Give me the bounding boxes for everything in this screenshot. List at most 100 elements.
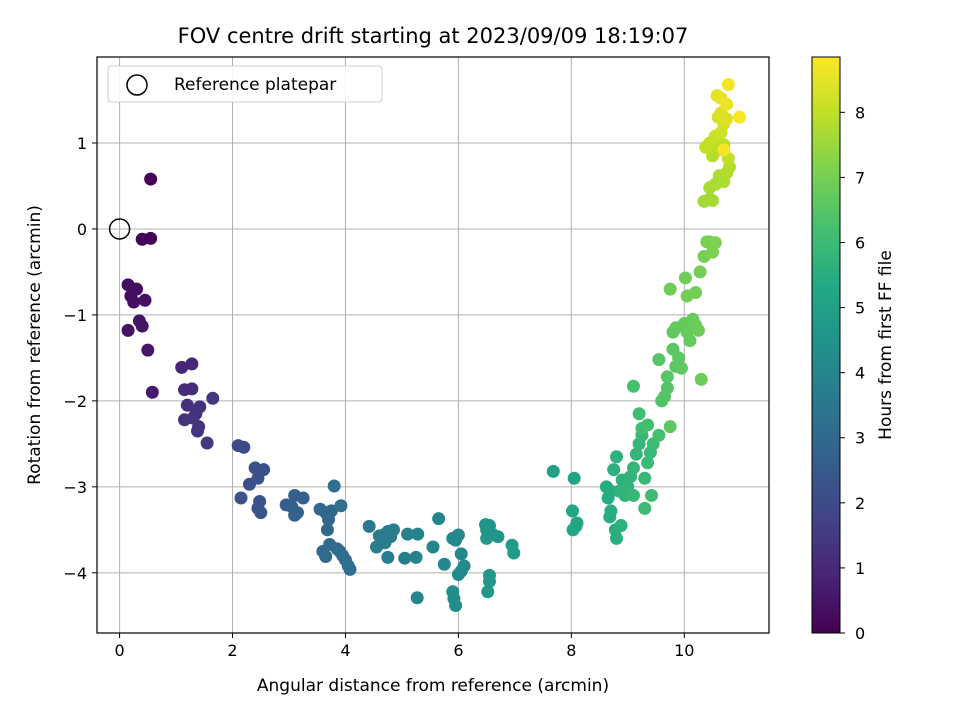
colorbar-tick-label: 4: [855, 364, 865, 383]
data-point: [327, 479, 341, 493]
data-point: [135, 319, 149, 333]
data-point: [175, 360, 189, 374]
data-point: [411, 527, 425, 541]
data-point: [546, 464, 560, 478]
data-point: [144, 231, 158, 245]
data-point: [426, 540, 440, 554]
colorbar-tick-label: 5: [855, 299, 865, 318]
data-point: [632, 407, 646, 421]
colorbar-label: Hours from first FF file: [876, 250, 896, 440]
data-point: [449, 533, 463, 547]
colorbar-tick-label: 0: [855, 624, 865, 643]
data-point: [708, 236, 722, 250]
colorbar-tick-label: 7: [855, 168, 865, 187]
x-tick-label: 8: [566, 641, 576, 660]
data-point: [691, 323, 705, 337]
data-point: [288, 508, 302, 522]
legend-marker: [126, 74, 148, 96]
data-point: [610, 450, 624, 464]
grid-lines: [97, 57, 769, 633]
data-point: [678, 271, 692, 285]
data-point: [254, 506, 268, 520]
data-point: [482, 574, 496, 588]
data-point: [610, 531, 624, 545]
data-point: [121, 323, 135, 337]
data-point: [409, 550, 423, 564]
colorbar-frame: [811, 56, 841, 634]
data-point: [507, 546, 521, 560]
data-point: [454, 547, 468, 561]
data-point: [145, 385, 159, 399]
colorbar-tick-label: 3: [855, 429, 865, 448]
data-point: [733, 110, 747, 124]
data-point: [334, 499, 348, 513]
colorbar-tick-label: 8: [855, 103, 865, 122]
data-point: [603, 510, 617, 524]
data-point: [398, 551, 412, 565]
data-point: [638, 471, 652, 485]
data-point: [191, 424, 205, 438]
data-point: [401, 527, 415, 541]
y-tick-label: 1: [77, 134, 87, 153]
colorbar-ticks: 0 1 2 3 4 5 6 7 8: [840, 103, 865, 643]
data-point: [449, 598, 463, 612]
data-point: [689, 286, 703, 300]
data-point: [652, 353, 666, 367]
y-tick-label: −1: [63, 306, 87, 325]
data-point: [652, 428, 666, 442]
data-point: [674, 361, 688, 375]
data-point: [144, 172, 158, 186]
x-tick-label: 10: [674, 641, 694, 660]
data-point: [491, 530, 505, 544]
x-tick-label: 4: [340, 641, 350, 660]
data-point: [607, 463, 621, 477]
data-point: [626, 379, 640, 393]
data-point: [386, 523, 400, 537]
colorbar-tick-label: 2: [855, 494, 865, 513]
y-tick-label: −2: [63, 392, 87, 411]
data-point: [694, 372, 708, 386]
legend-box: [107, 65, 383, 103]
data-point: [481, 585, 495, 599]
data-point: [721, 78, 735, 92]
data-points: [121, 78, 747, 612]
data-point: [319, 549, 333, 563]
data-point: [410, 591, 424, 605]
reference-platepar-marker: [108, 218, 131, 240]
data-point: [362, 519, 376, 533]
data-point: [629, 447, 643, 461]
data-point: [370, 540, 384, 554]
data-point: [237, 440, 251, 454]
data-point: [141, 343, 155, 357]
data-point: [381, 550, 395, 564]
plot-frame: [96, 56, 770, 634]
data-point: [641, 456, 655, 470]
data-point: [480, 531, 494, 545]
y-tick-label: −4: [63, 564, 87, 583]
data-point: [193, 400, 207, 414]
x-tick-label: 2: [227, 641, 237, 660]
data-point: [185, 382, 199, 396]
data-point: [626, 488, 640, 502]
data-point: [720, 112, 734, 126]
data-point: [451, 568, 465, 582]
data-point: [660, 370, 674, 384]
y-tick-label: 0: [77, 220, 87, 239]
data-point: [683, 334, 697, 348]
data-point: [614, 519, 628, 533]
data-point: [200, 436, 214, 450]
data-point: [693, 265, 707, 279]
data-point: [432, 512, 446, 526]
data-point: [567, 471, 581, 485]
data-point: [320, 523, 334, 537]
data-point: [663, 420, 677, 434]
data-point: [720, 97, 734, 111]
legend: Reference platepar: [107, 65, 383, 103]
colorbar-tick-label: 1: [855, 559, 865, 578]
data-point: [641, 418, 655, 432]
data-point: [638, 501, 652, 515]
x-tick-label: 0: [114, 641, 124, 660]
data-point: [138, 293, 152, 307]
x-axis-label: Angular distance from reference (arcmin): [257, 676, 609, 696]
